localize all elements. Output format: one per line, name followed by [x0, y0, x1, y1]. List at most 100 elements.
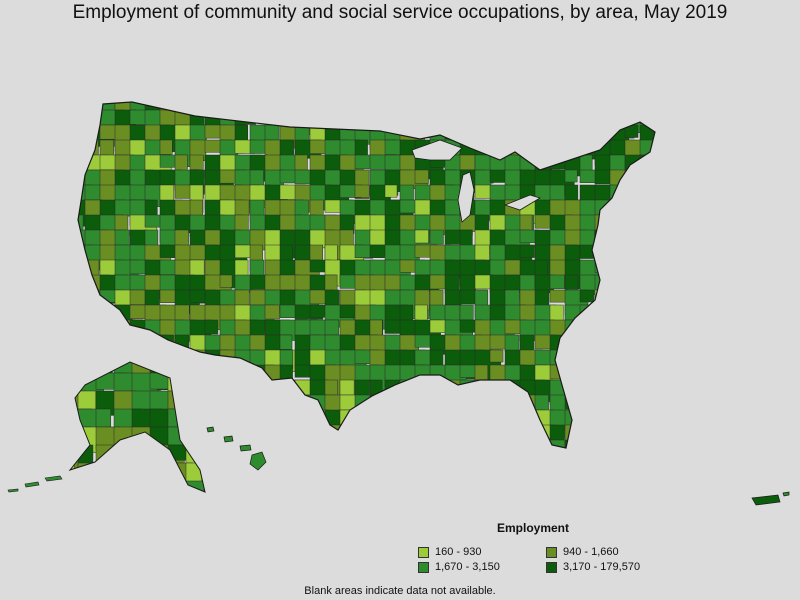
conus-area-862 [399, 409, 423, 439]
conus-area-67 [474, 109, 494, 131]
conus-area-598 [639, 304, 655, 335]
conus-area-907 [474, 424, 505, 448]
conus-area-753 [564, 364, 592, 379]
conus-area-397 [624, 229, 638, 252]
conus-area-98 [339, 124, 357, 141]
conus-area-11 [234, 102, 253, 115]
conus-area-673 [564, 334, 579, 362]
conus-area-435 [594, 244, 615, 263]
conus-area-867 [474, 409, 493, 431]
conus-area-106 [459, 124, 487, 148]
conus-area-793 [564, 379, 595, 396]
conus-area-490 [219, 274, 233, 288]
conus-area-782 [399, 379, 417, 410]
conus-area-551 [534, 289, 550, 308]
conus-area-10 [219, 102, 248, 111]
conus-area-573 [264, 304, 280, 320]
conus-area-25 [444, 102, 468, 116]
conus-area-79 [654, 109, 655, 123]
legend-swatch-2 [546, 546, 557, 558]
conus-area-798 [639, 379, 655, 405]
conus-area-38 [639, 102, 653, 114]
conus-area-23 [414, 102, 436, 117]
conus-area-924 [129, 439, 147, 448]
conus-area-480 [78, 274, 91, 289]
alaska-area-66 [113, 480, 145, 492]
conus-area-892 [249, 424, 271, 446]
conus-area-679 [654, 334, 655, 356]
conus-area-905 [444, 424, 462, 447]
conus-area-520 [78, 289, 93, 307]
conus-area-596 [609, 304, 640, 335]
conus-area-28 [489, 102, 519, 119]
conus-area-900 [369, 424, 399, 448]
conus-area-13 [264, 102, 282, 116]
conus-area-768 [189, 379, 216, 408]
conus-area-395 [594, 229, 619, 244]
conus-area-525 [144, 289, 160, 308]
conus-area-787 [474, 379, 502, 403]
conus-area-904 [429, 424, 460, 448]
legend-swatch-4 [546, 561, 557, 573]
conus-area-358 [639, 214, 655, 233]
conus-area-243 [114, 184, 133, 203]
conus-area-602 [99, 319, 122, 348]
conus-area-752 [549, 364, 581, 380]
conus-area-747 [474, 364, 489, 394]
conus-area-241 [84, 184, 101, 202]
conus-area-958 [639, 439, 655, 448]
conus-area-827 [474, 394, 493, 425]
conus-area-819 [354, 394, 383, 424]
conus-area-30 [519, 102, 547, 120]
conus-area-902 [399, 424, 424, 448]
conus-area-789 [504, 379, 522, 408]
conus-area-239 [654, 169, 655, 191]
conus-area-716 [609, 349, 638, 370]
conus-area-821 [384, 394, 403, 425]
conus-area-15 [294, 102, 323, 120]
conus-area-134 [279, 139, 294, 157]
conus-area-78 [639, 109, 655, 124]
conus-area-556 [609, 289, 631, 309]
conus-area-186 [459, 154, 476, 171]
conus-area-359 [654, 214, 655, 244]
conus-area-479 [654, 259, 655, 290]
conus-area-941 [384, 439, 409, 448]
conus-area-838 [639, 394, 655, 416]
conus-area-925 [144, 439, 160, 448]
conus-area-814 [279, 394, 310, 423]
conus-area-59 [354, 109, 372, 133]
conus-area-799 [654, 379, 655, 403]
conus-area-895 [294, 424, 311, 448]
conus-area-695 [294, 349, 311, 367]
conus-area-948 [489, 439, 511, 448]
conus-area-61 [384, 109, 412, 128]
conus-area-317 [624, 199, 655, 216]
conus-area-677 [624, 334, 653, 356]
conus-area-36 [609, 102, 628, 123]
conus-area-320 [78, 214, 84, 239]
conus-area-168 [189, 154, 204, 170]
conus-area-517 [624, 274, 653, 293]
conus-area-561 [84, 304, 110, 331]
hawaii-maui [239, 444, 252, 452]
conus-area-120 [78, 139, 93, 163]
conus-area-601 [84, 319, 113, 333]
conus-area-667 [474, 334, 492, 352]
conus-area-558 [639, 289, 655, 309]
conus-area-559 [654, 289, 655, 316]
conus-area-923 [114, 439, 136, 448]
alaska-area-71 [203, 480, 205, 492]
conus-area-678 [639, 334, 655, 349]
conus-area-19 [354, 102, 385, 115]
alaska-area-56 [95, 462, 123, 487]
conus-area-27 [474, 102, 505, 111]
conus-area-31 [534, 102, 562, 126]
conus-area-617 [324, 319, 340, 338]
conus-area-949 [504, 439, 529, 448]
conus-area-915 [594, 424, 624, 442]
conus-area-894 [279, 424, 298, 448]
conus-area-929 [204, 439, 220, 448]
conus-area-824 [429, 394, 450, 419]
conus-area-719 [654, 349, 655, 373]
